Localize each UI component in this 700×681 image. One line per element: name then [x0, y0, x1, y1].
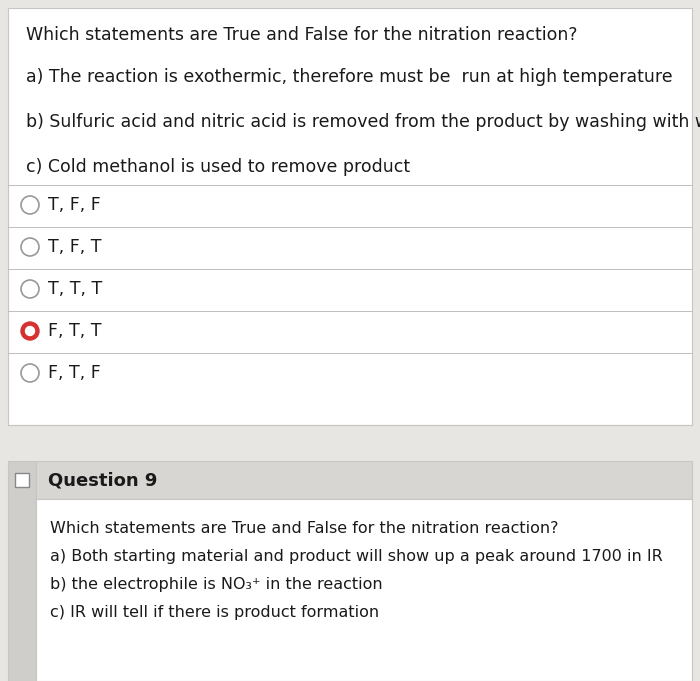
Text: b) the electrophile is NO₃⁺ in the reaction: b) the electrophile is NO₃⁺ in the react… — [50, 577, 383, 592]
Bar — [8, 461, 36, 681]
Bar — [8, 8, 692, 425]
Text: Which statements are True and False for the nitration reaction?: Which statements are True and False for … — [26, 26, 577, 44]
Text: c) Cold methanol is used to remove product: c) Cold methanol is used to remove produ… — [26, 158, 410, 176]
Text: Which statements are True and False for the nitration reaction?: Which statements are True and False for … — [50, 521, 559, 536]
Text: a) Both starting material and product will show up a peak around 1700 in IR: a) Both starting material and product wi… — [50, 549, 663, 564]
Text: c) IR will tell if there is product formation: c) IR will tell if there is product form… — [50, 605, 379, 620]
Circle shape — [21, 280, 39, 298]
Text: T, F, T: T, F, T — [48, 238, 102, 256]
Text: F, T, F: F, T, F — [48, 364, 101, 382]
Text: b) Sulfuric acid and nitric acid is removed from the product by washing with wat: b) Sulfuric acid and nitric acid is remo… — [26, 113, 700, 131]
Text: Question 9: Question 9 — [48, 471, 158, 489]
Text: T, T, T: T, T, T — [48, 280, 102, 298]
Text: F, T, T: F, T, T — [48, 322, 102, 340]
Text: a) The reaction is exothermic, therefore must be  run at high temperature: a) The reaction is exothermic, therefore… — [26, 68, 673, 86]
Bar — [36, 461, 692, 499]
Circle shape — [25, 326, 34, 336]
Circle shape — [21, 322, 39, 340]
Circle shape — [21, 238, 39, 256]
Circle shape — [21, 196, 39, 214]
Circle shape — [21, 364, 39, 382]
Bar — [36, 499, 692, 681]
Text: T, F, F: T, F, F — [48, 196, 101, 214]
Bar — [15, 473, 29, 487]
